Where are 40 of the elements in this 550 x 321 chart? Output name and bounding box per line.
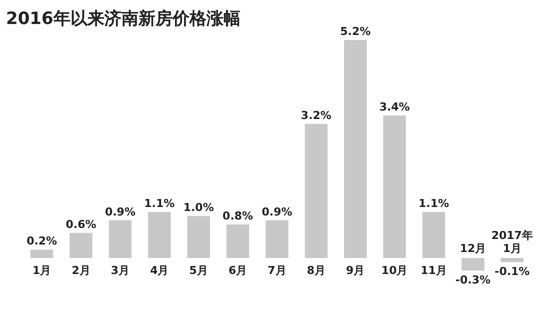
bar <box>383 115 406 258</box>
bar <box>500 258 524 262</box>
data-label: 0.6% <box>66 218 96 231</box>
bar <box>70 232 92 258</box>
x-tick-label: 5月 <box>189 264 208 277</box>
x-tick-label: 7月 <box>268 264 286 277</box>
x-tick-label: 8月 <box>306 264 326 277</box>
data-label: 0.9% <box>104 205 136 218</box>
data-label: -0.3% <box>455 274 491 287</box>
data-label: 3.4% <box>379 100 410 114</box>
data-label: 1.1% <box>144 196 175 210</box>
data-label: 0.8% <box>222 209 254 222</box>
bar <box>304 124 328 258</box>
x-tick-label: 10月 <box>381 264 408 277</box>
x-tick-label: 1月 <box>32 264 52 277</box>
bar <box>226 224 250 258</box>
data-label: 3.2% <box>300 108 332 122</box>
bar <box>187 216 210 258</box>
bar <box>148 212 171 258</box>
x-tick-label: 11月 <box>420 264 447 277</box>
x-tick-label: 2月 <box>72 264 90 277</box>
x-tick-label: 2017年 1月 <box>491 229 533 255</box>
x-tick-label: 3月 <box>110 264 130 277</box>
chart-title: 2016年以来济南新房价格涨幅 <box>6 9 240 29</box>
bar <box>266 220 288 258</box>
bar <box>462 258 484 271</box>
x-tick-label: 6月 <box>228 264 248 277</box>
data-label: 5.2% <box>340 25 371 38</box>
bar <box>108 220 132 258</box>
data-label: 1.0% <box>183 201 214 214</box>
bar <box>422 212 446 258</box>
data-label: -0.1% <box>494 265 530 278</box>
x-tick-label: 12月 <box>460 242 486 255</box>
bar <box>344 40 367 258</box>
bar <box>30 250 54 258</box>
data-label: 0.2% <box>26 234 58 248</box>
x-tick-label: 4月 <box>150 264 169 277</box>
data-label: 1.1% <box>418 196 450 210</box>
data-label: 0.9% <box>262 205 292 218</box>
x-tick-label: 9月 <box>346 264 365 277</box>
